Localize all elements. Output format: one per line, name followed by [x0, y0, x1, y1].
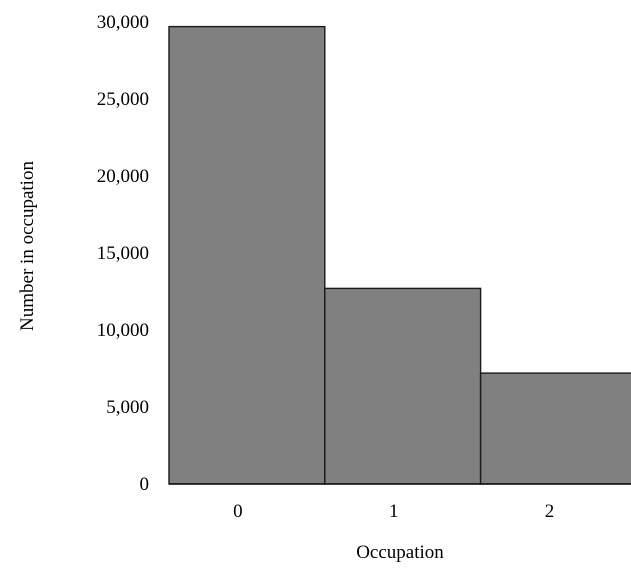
bar-1: [324, 287, 482, 485]
y-axis-ticks: 0 5,000 10,000 15,000 20,000 25,000 30,000: [97, 12, 149, 495]
y-axis-title: Number in occupation: [17, 161, 38, 331]
y-tick-label: 10,000: [97, 320, 149, 341]
x-tick-label: 2: [545, 501, 555, 522]
x-axis-ticks: 0 1 2: [233, 501, 554, 522]
x-tick-label: 0: [233, 501, 243, 522]
x-tick-label: 1: [389, 501, 399, 522]
y-tick-label: 0: [140, 474, 150, 495]
y-tick-label: 20,000: [97, 166, 149, 187]
y-tick-label: 30,000: [97, 12, 149, 33]
y-tick-label: 15,000: [97, 243, 149, 264]
bar-2: [479, 372, 631, 485]
x-axis-title: Occupation: [356, 542, 444, 563]
bars: [168, 25, 631, 485]
y-tick-label: 25,000: [97, 89, 149, 110]
y-tick-label: 5,000: [106, 397, 149, 418]
bar-0: [168, 25, 326, 485]
